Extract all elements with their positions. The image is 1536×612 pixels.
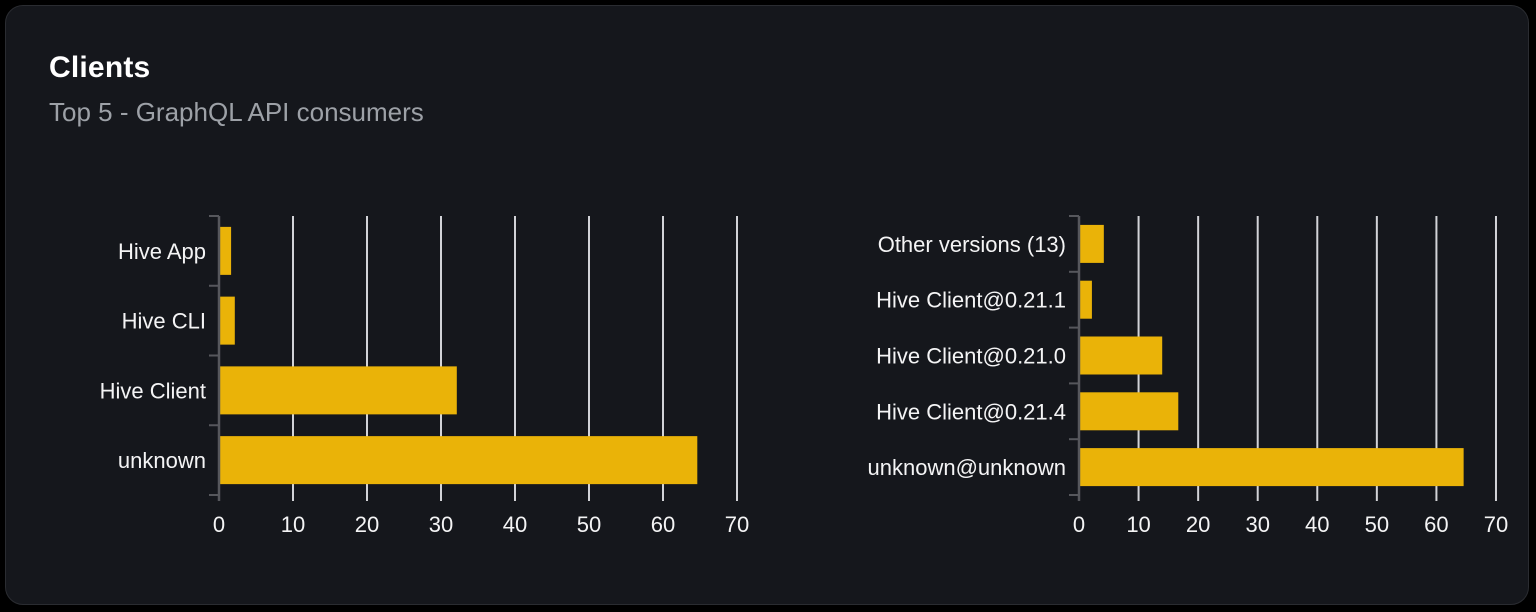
x-axis-tick-label: 70	[725, 512, 749, 537]
category-label: Hive Client@0.21.1	[876, 288, 1066, 313]
x-axis-tick-label: 70	[1484, 512, 1508, 537]
x-axis-tick-label: 0	[213, 512, 225, 537]
x-axis-tick-label: 20	[1186, 512, 1210, 537]
x-axis-tick-label: 30	[1245, 512, 1269, 537]
bar-hive-client[interactable]	[220, 366, 457, 415]
clients-by-name-svg: 0 10 20 30 40 50 60 70 Hive App Hive CLI Hive Clie…	[100, 215, 749, 537]
x-axis-tick-label: 10	[1126, 512, 1150, 537]
clients-by-name-chart: 0 10 20 30 40 50 60 70 Hive App Hive CLI Hive Clie…	[100, 206, 766, 561]
category-label: Hive CLI	[122, 309, 206, 334]
bar-other-versions-13-[interactable]	[1080, 224, 1104, 263]
bar-hive-client-0-21-0[interactable]	[1080, 336, 1163, 375]
category-label: Hive Client	[101, 378, 206, 403]
category-label: Hive App	[118, 239, 206, 264]
clients-by-version-svg: 0 10 20 30 40 50 60 70 Other versions (13) Hive C…	[868, 215, 1508, 537]
bar-hive-client-0-21-4[interactable]	[1080, 392, 1179, 431]
clients-by-version-chart: 0 10 20 30 40 50 60 70 Other versions (13) Hive C…	[846, 206, 1531, 561]
bar-unknown-unknown[interactable]	[1080, 448, 1464, 487]
x-axis-tick-label: 30	[429, 512, 453, 537]
x-axis-tick-label: 60	[651, 512, 675, 537]
card-title: Clients	[49, 51, 151, 84]
x-axis-tick-label: 10	[281, 512, 305, 537]
x-axis-tick-label: 60	[1424, 512, 1448, 537]
clients-card: Clients Top 5 - GraphQL API consumers 0 1…	[5, 5, 1529, 605]
category-label: Hive Client@0.21.0	[876, 344, 1066, 369]
bar-unknown[interactable]	[220, 436, 698, 485]
category-label: Other versions (13)	[878, 232, 1066, 257]
bar-hive-client-0-21-1[interactable]	[1080, 280, 1092, 319]
x-axis-tick-label: 40	[1305, 512, 1329, 537]
bar-hive-app[interactable]	[220, 226, 232, 275]
x-axis-tick-label: 40	[503, 512, 527, 537]
card-header: Clients Top 5 - GraphQL API consumers	[49, 50, 424, 127]
category-label: Hive Client@0.21.4	[876, 399, 1066, 424]
x-axis-tick-label: 0	[1073, 512, 1085, 537]
x-axis-tick-label: 20	[355, 512, 379, 537]
x-axis-tick-label: 50	[1365, 512, 1389, 537]
category-label: unknown	[118, 448, 206, 473]
bar-hive-cli[interactable]	[220, 296, 235, 345]
category-label: unknown@unknown	[868, 455, 1066, 480]
card-subtitle: Top 5 - GraphQL API consumers	[49, 97, 424, 127]
x-axis-tick-label: 50	[577, 512, 601, 537]
